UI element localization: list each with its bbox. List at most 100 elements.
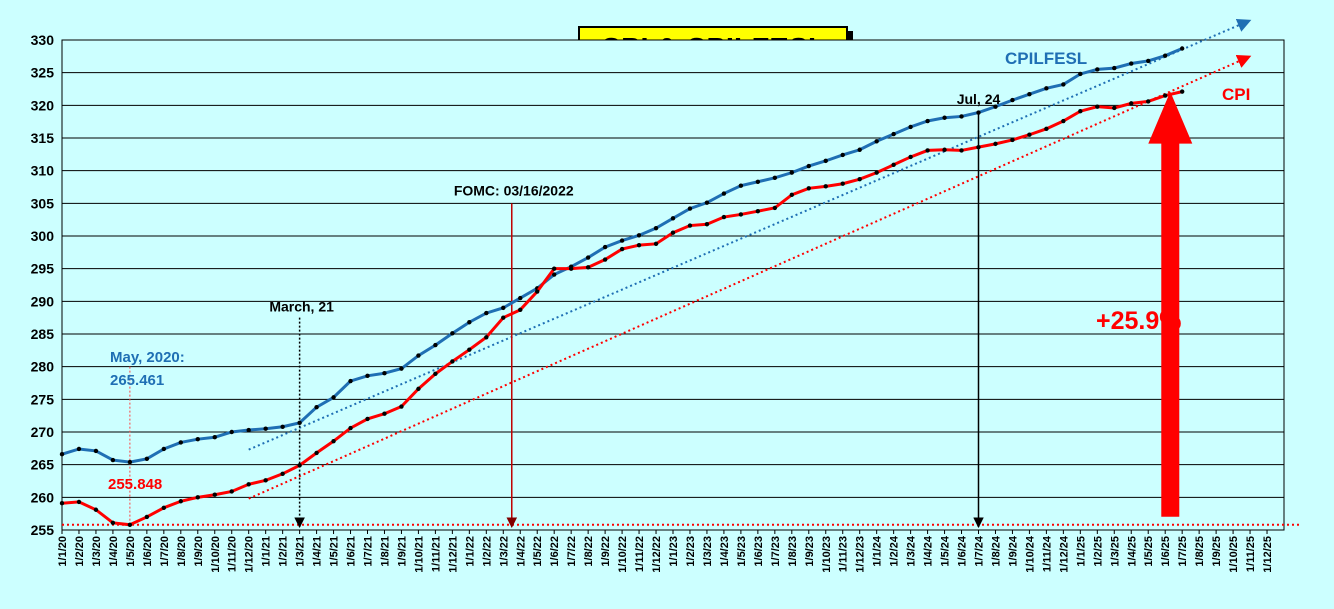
data-point: [229, 489, 234, 494]
marker-label: Jul, 24: [957, 91, 1001, 107]
data-point: [1112, 105, 1117, 111]
data-point: [823, 158, 828, 164]
x-tick-label: 1/8/22: [583, 536, 595, 567]
data-point: [297, 420, 302, 426]
data-point: [687, 206, 693, 211]
y-tick-label: 260: [31, 489, 55, 505]
data-point: [721, 214, 727, 220]
x-tick-label: 1/5/20: [125, 536, 137, 567]
data-point: [738, 183, 744, 188]
data-point: [789, 192, 795, 198]
data-point: [467, 320, 472, 325]
data-point: [161, 505, 167, 510]
data-point: [806, 163, 811, 169]
x-tick-label: 1/3/21: [295, 536, 307, 567]
data-point: [416, 353, 421, 358]
data-point: [925, 148, 930, 153]
data-point: [229, 429, 234, 435]
data-point: [59, 501, 65, 506]
data-point: [1112, 65, 1117, 71]
x-tick-label: 1/3/22: [498, 536, 510, 567]
series-label-cpilfesl: CPILFESL: [1005, 49, 1087, 68]
marker-label: March, 21: [269, 299, 334, 315]
x-tick-label: 1/6/21: [346, 536, 358, 567]
y-tick-label: 290: [31, 293, 55, 309]
data-point: [789, 170, 795, 175]
data-point: [178, 440, 184, 445]
data-point: [263, 426, 268, 431]
data-point: [280, 424, 285, 429]
data-point: [1162, 93, 1168, 98]
annotation-may-2020: May, 2020:: [110, 349, 185, 366]
data-point: [653, 225, 659, 231]
data-point: [840, 152, 845, 158]
y-tick-label: 255: [31, 522, 55, 538]
data-point: [1010, 97, 1015, 103]
x-tick-label: 1/12/23: [855, 536, 867, 573]
x-tick-label: 1/6/23: [753, 536, 765, 567]
data-point: [399, 404, 404, 409]
x-tick-label: 1/11/20: [227, 536, 239, 572]
data-point: [195, 495, 200, 500]
data-point: [93, 448, 99, 454]
x-tick-label: 1/6/20: [142, 536, 154, 567]
data-point: [382, 411, 387, 416]
data-point: [993, 141, 998, 147]
x-tick-label: 1/3/20: [91, 536, 103, 567]
y-tick-label: 310: [31, 163, 55, 179]
data-point: [297, 463, 302, 468]
data-point: [127, 522, 133, 527]
data-point: [976, 144, 981, 150]
data-point: [246, 427, 251, 433]
x-tick-label: 1/7/24: [974, 535, 986, 566]
data-point: [942, 115, 947, 120]
data-point: [1129, 61, 1134, 66]
y-tick-label: 315: [31, 130, 55, 146]
data-point: [551, 266, 557, 271]
data-point: [263, 478, 268, 483]
data-point: [551, 272, 557, 277]
x-tick-label: 1/8/20: [176, 536, 188, 567]
data-point: [76, 446, 82, 452]
data-point: [416, 386, 421, 392]
y-tick-label: 325: [31, 65, 55, 81]
data-point: [619, 238, 625, 243]
x-tick-label: 1/3/24: [906, 535, 918, 566]
data-point: [161, 446, 167, 452]
data-point: [110, 457, 116, 463]
data-point: [501, 315, 506, 320]
x-tick-label: 1/3/25: [1109, 536, 1121, 567]
data-point: [450, 331, 455, 336]
data-point: [806, 186, 811, 191]
x-tick-label: 1/4/25: [1126, 536, 1138, 567]
x-tick-label: 1/11/22: [634, 536, 646, 572]
x-tick-label: 1/1/21: [261, 536, 273, 567]
x-tick-label: 1/3/23: [702, 536, 714, 567]
data-point: [1179, 89, 1185, 94]
x-tick-label: 1/1/24: [872, 535, 884, 566]
data-point: [891, 131, 896, 137]
data-point: [1095, 67, 1100, 72]
data-point: [704, 200, 710, 205]
x-tick-label: 1/1/23: [668, 536, 680, 567]
plot-area: [61, 39, 1285, 531]
data-point: [891, 162, 896, 167]
data-point: [976, 110, 981, 115]
data-point: [484, 310, 489, 316]
x-tick-label: 1/2/20: [74, 536, 86, 567]
data-point: [1027, 132, 1032, 137]
data-point: [687, 223, 693, 228]
annotation-cpi-start-value: 255.848: [108, 476, 162, 493]
data-point: [144, 514, 150, 520]
x-tick-label: 1/5/21: [329, 536, 341, 567]
data-point: [501, 305, 506, 311]
data-point: [585, 265, 591, 270]
y-tick-label: 330: [31, 32, 55, 48]
data-point: [959, 114, 964, 119]
data-point: [1010, 137, 1015, 143]
y-tick-label: 300: [31, 228, 55, 244]
series-label-cpi: CPI: [1222, 85, 1250, 104]
x-tick-label: 1/12/24: [1058, 535, 1070, 573]
data-point: [636, 242, 642, 248]
